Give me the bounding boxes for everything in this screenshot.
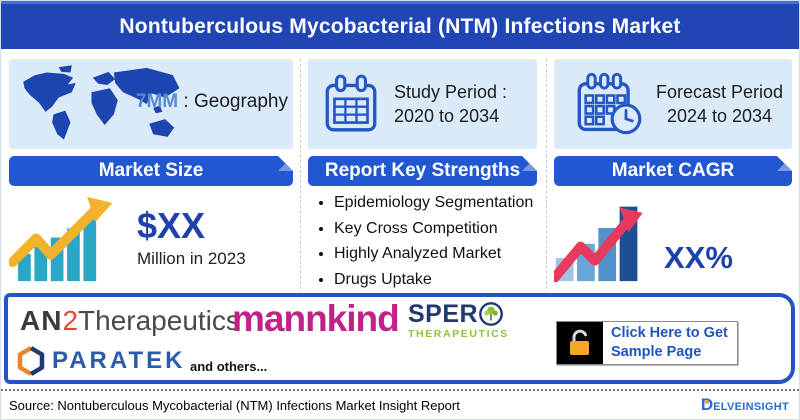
study-column: Study Period : 2020 to 2034 Report Key S…: [308, 59, 537, 295]
paratek-logo: PARATEK: [16, 345, 185, 377]
an2-digit: 2: [62, 305, 79, 336]
cta-label: Click Here to Get Sample Page: [603, 322, 737, 364]
forecast-period-line1: Forecast Period: [656, 81, 784, 102]
market-cagr-header: Market CAGR: [554, 156, 792, 186]
market-cagr-value: XX%: [664, 240, 733, 275]
geography-box: 7MM : Geography: [9, 59, 293, 149]
market-size-header: Market Size: [9, 156, 293, 186]
geography-caption: : Geography: [183, 91, 288, 112]
get-sample-page-button[interactable]: Click Here to Get Sample Page: [556, 321, 738, 365]
study-period-line1: Study Period :: [394, 81, 508, 102]
footer: Source: Nontuberculous Mycobacterial (NT…: [1, 389, 799, 419]
paratek-hexagon-icon: [17, 346, 45, 376]
geography-scope: 7MM: [135, 91, 179, 112]
cta-line1: Click Here to Get: [611, 325, 728, 342]
brand-dot-icon: [704, 400, 709, 404]
lock-icon-box: [557, 322, 603, 364]
spero-name: SPER: [408, 299, 479, 328]
cta-line2: Sample Page: [611, 344, 702, 360]
study-period-label: Study Period : 2020 to 2034: [394, 80, 507, 129]
spero-subtitle: THERAPEUTICS: [408, 328, 509, 340]
page-title: Nontuberculous Mycobacterial (NTM) Infec…: [119, 14, 681, 38]
and-others-label: and others...: [190, 359, 268, 374]
paratek-name: PARATEK: [52, 347, 186, 374]
delveinsight-logo: DELVEINSIGHT: [701, 395, 789, 415]
study-period-box: Study Period : 2020 to 2034: [308, 59, 537, 149]
open-padlock-icon: [570, 329, 589, 355]
column-divider: [546, 59, 547, 289]
forecast-column: Forecast Period 2024 to 2034 Market CAGR…: [554, 59, 792, 282]
mannkind-logo: mannkind: [232, 298, 400, 339]
geography-column: 7MM : Geography Market Size $XX: [9, 59, 293, 282]
market-size-value: $XX: [137, 205, 206, 247]
geography-label: 7MM : Geography: [136, 91, 288, 113]
growth-bars-gold-arrow-icon: [9, 196, 113, 282]
spero-therapeutics-logo: SPER THERAPEUTICS: [408, 301, 509, 340]
an2-prefix: AN: [20, 305, 63, 336]
market-size-caption: Million in 2023: [137, 248, 246, 268]
world-map-icon: [23, 65, 180, 140]
forecast-period-box: Forecast Period 2024 to 2034: [554, 59, 792, 149]
an2-therapeutics-logo: AN2Therapeutics: [20, 305, 240, 337]
report-key-strengths-header: Report Key Strengths: [308, 156, 537, 186]
forecast-period-label: Forecast Period 2024 to 2034: [656, 80, 783, 129]
calendar-icon: [325, 74, 377, 132]
market-size-title: Market Size: [98, 160, 204, 181]
calendar-clock-icon: [577, 72, 642, 135]
brand-initial: D: [700, 395, 714, 414]
title-bar: Nontuberculous Mycobacterial (NTM) Infec…: [1, 1, 799, 49]
forecast-period-line2: 2024 to 2034: [666, 106, 773, 126]
market-size-content: $XX Million in 2023: [9, 194, 293, 282]
key-strengths-list: Epidemiology Segmentation Key Cross Comp…: [308, 192, 537, 292]
list-item: Drugs Uptake: [334, 269, 537, 292]
source-note: Source: Nontuberculous Mycobacterial (NT…: [9, 397, 460, 413]
list-item: Epidemiology Segmentation: [334, 192, 537, 215]
an2-suffix: Therapeutics: [78, 305, 240, 336]
report-key-strengths-title: Report Key Strengths: [324, 160, 521, 181]
market-cagr-title: Market CAGR: [611, 160, 735, 181]
brand-rest: ELVEINSIGHT: [713, 401, 789, 413]
growth-bars-red-arrow-icon: [554, 206, 643, 282]
companies-box: AN2Therapeutics mannkind SPER THERAPEUTI…: [4, 293, 795, 384]
spero-tree-icon: [479, 302, 503, 326]
study-period-line2: 2020 to 2034: [394, 106, 500, 126]
list-item: Key Cross Competition: [334, 218, 537, 241]
market-cagr-content: XX%: [554, 196, 792, 282]
list-item: Highly Analyzed Market: [334, 243, 537, 266]
column-divider: [300, 59, 301, 289]
